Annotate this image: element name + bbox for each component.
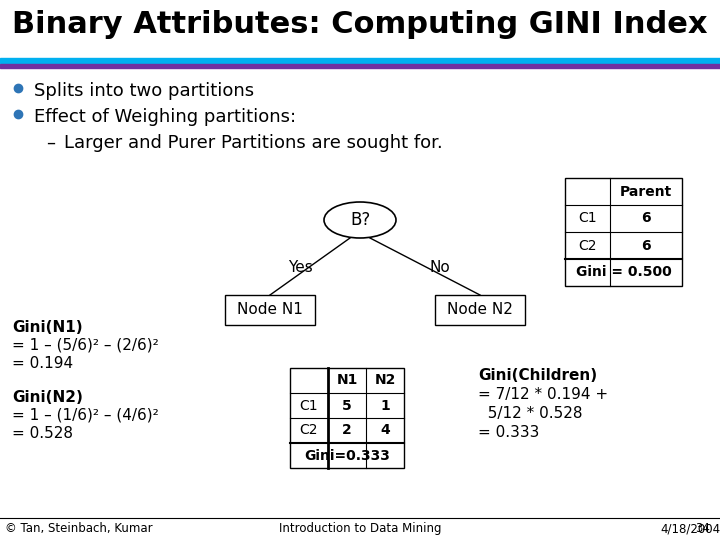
Text: 5: 5 [342,399,352,413]
Text: 6: 6 [642,239,651,253]
Text: Gini(N2): Gini(N2) [12,390,83,405]
Text: Binary Attributes: Computing GINI Index: Binary Attributes: Computing GINI Index [12,10,708,39]
Text: C2: C2 [300,423,318,437]
Text: 4: 4 [380,423,390,437]
Text: Introduction to Data Mining: Introduction to Data Mining [279,522,441,535]
Text: C2: C2 [578,239,597,253]
Text: = 0.194: = 0.194 [12,356,73,371]
Text: Gini=0.333: Gini=0.333 [304,449,390,462]
Text: Larger and Purer Partitions are sought for.: Larger and Purer Partitions are sought f… [64,134,443,152]
Text: = 0.528: = 0.528 [12,426,73,441]
Text: Yes: Yes [287,260,312,275]
Text: Parent: Parent [620,185,672,199]
Text: C1: C1 [300,399,318,413]
Text: 6: 6 [642,212,651,226]
Text: Node N2: Node N2 [447,302,513,318]
Text: Gini(Children): Gini(Children) [478,368,597,383]
Text: = 0.333: = 0.333 [478,425,539,440]
Text: Splits into two partitions: Splits into two partitions [34,82,254,100]
Text: No: No [430,260,451,275]
Text: C1: C1 [578,212,597,226]
Text: 5/12 * 0.528: 5/12 * 0.528 [478,406,582,421]
Text: N2: N2 [374,374,396,388]
Bar [565,178,682,286]
Text: = 1 – (5/6)² – (2/6)²: = 1 – (5/6)² – (2/6)² [12,338,158,353]
Bar [290,368,404,468]
Text: © Tan, Steinbach, Kumar: © Tan, Steinbach, Kumar [5,522,153,535]
Text: N1: N1 [336,374,358,388]
Text: Effect of Weighing partitions:: Effect of Weighing partitions: [34,108,296,126]
Text: 34: 34 [695,522,710,535]
Text: Node N1: Node N1 [237,302,303,318]
Text: = 1 – (1/6)² – (4/6)²: = 1 – (1/6)² – (4/6)² [12,408,158,423]
Bar [0,64,720,68]
Text: –: – [46,134,55,152]
Bar [0,58,720,63]
Text: B?: B? [350,211,370,229]
Text: = 7/12 * 0.194 +: = 7/12 * 0.194 + [478,387,608,402]
Text: 1: 1 [380,399,390,413]
Text: Gini(N1): Gini(N1) [12,320,83,335]
Text: 2: 2 [342,423,352,437]
Text: Gini = 0.500: Gini = 0.500 [575,266,671,280]
Text: 4/18/2004: 4/18/2004 [660,522,720,535]
